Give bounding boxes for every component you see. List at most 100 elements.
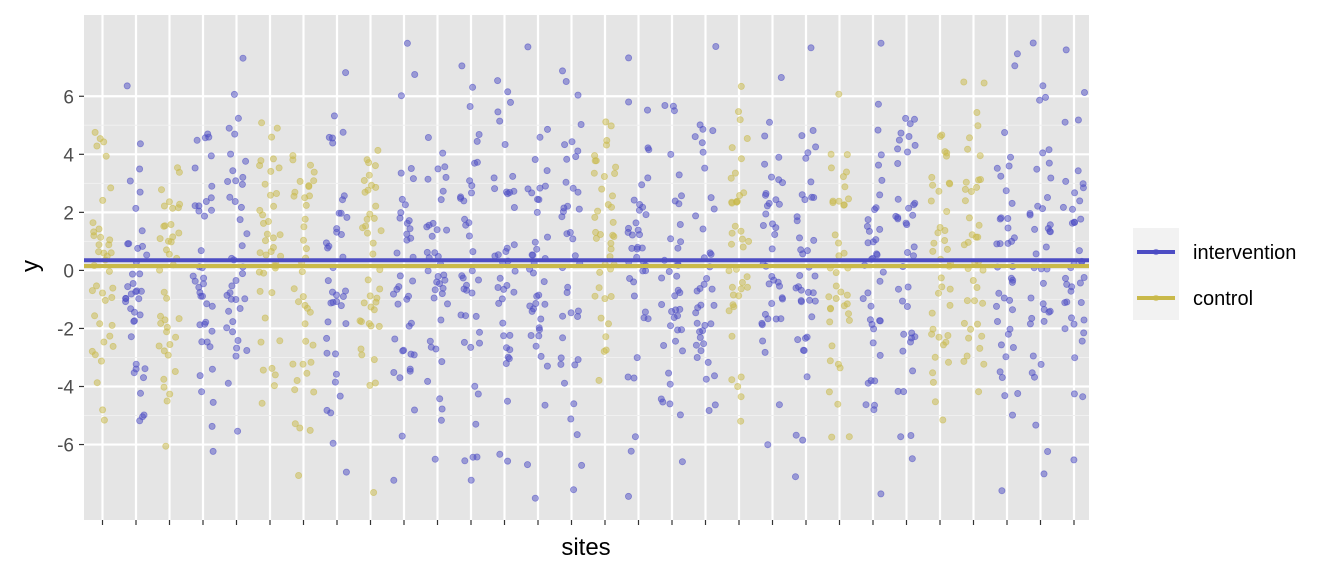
- data-point: [894, 145, 902, 153]
- data-point: [462, 281, 470, 289]
- data-point: [766, 118, 774, 126]
- data-point: [501, 140, 509, 148]
- data-point: [960, 357, 968, 365]
- data-point: [261, 180, 269, 188]
- data-point: [324, 277, 332, 285]
- data-point: [731, 222, 739, 230]
- data-point: [661, 102, 669, 110]
- data-point: [801, 196, 809, 204]
- data-point: [1081, 89, 1089, 97]
- data-point: [840, 201, 848, 209]
- data-point: [910, 252, 918, 260]
- data-point: [1046, 227, 1054, 235]
- data-point: [758, 319, 766, 327]
- data-point: [929, 247, 937, 255]
- data-point: [939, 416, 947, 424]
- data-point: [975, 388, 983, 396]
- data-point: [591, 213, 599, 221]
- data-point: [745, 237, 753, 245]
- data-point: [710, 301, 718, 309]
- data-point: [306, 161, 314, 169]
- data-point: [234, 427, 242, 435]
- data-point: [761, 310, 769, 318]
- data-point: [960, 78, 968, 86]
- data-point: [971, 297, 979, 305]
- data-point: [123, 82, 131, 90]
- legend-key-point: [1152, 294, 1160, 302]
- data-point: [935, 333, 943, 341]
- data-point: [1001, 128, 1009, 136]
- data-point: [239, 54, 247, 62]
- data-point: [871, 401, 879, 409]
- data-point: [1009, 276, 1017, 284]
- data-point: [1076, 279, 1084, 287]
- data-point: [99, 289, 107, 297]
- data-point: [876, 191, 884, 199]
- data-point: [100, 416, 108, 424]
- data-point: [229, 318, 237, 326]
- data-point: [759, 337, 767, 345]
- data-point: [100, 338, 108, 346]
- data-point: [1032, 421, 1040, 429]
- data-point: [727, 174, 735, 182]
- data-point: [698, 139, 706, 147]
- data-point: [743, 273, 751, 281]
- data-point: [536, 184, 544, 192]
- data-point: [203, 338, 211, 346]
- data-point: [494, 77, 502, 85]
- data-point: [537, 315, 545, 323]
- data-point: [208, 302, 216, 310]
- data-point: [803, 247, 811, 255]
- data-point: [803, 373, 811, 381]
- data-point: [574, 356, 582, 364]
- data-point: [1037, 360, 1045, 368]
- data-point: [931, 353, 939, 361]
- data-point: [903, 302, 911, 310]
- data-point: [294, 298, 302, 306]
- data-point: [808, 313, 816, 321]
- data-point: [164, 351, 172, 359]
- data-point: [371, 162, 379, 170]
- data-point: [1002, 187, 1010, 195]
- y-tick-label: -6: [57, 436, 74, 457]
- data-point: [458, 272, 466, 280]
- data-point: [431, 286, 439, 294]
- data-point: [544, 125, 552, 133]
- data-point: [439, 187, 447, 195]
- data-point: [704, 358, 712, 366]
- data-point: [976, 344, 984, 352]
- y-tick-label: 6: [63, 87, 74, 108]
- data-point: [603, 141, 611, 149]
- data-point: [465, 232, 473, 240]
- data-point: [699, 327, 707, 335]
- data-point: [132, 204, 140, 212]
- data-point: [573, 431, 581, 439]
- data-point: [370, 356, 378, 364]
- data-point: [1008, 199, 1016, 207]
- data-point: [1079, 393, 1087, 401]
- data-point: [97, 233, 105, 241]
- data-point: [769, 220, 777, 228]
- data-point: [708, 285, 716, 293]
- data-point: [460, 338, 468, 346]
- data-point: [243, 346, 251, 354]
- data-point: [667, 322, 675, 330]
- data-point: [764, 441, 772, 449]
- data-point: [197, 247, 205, 255]
- data-point: [800, 346, 808, 354]
- data-point: [1080, 316, 1088, 324]
- data-point: [163, 397, 171, 405]
- data-point: [107, 249, 115, 257]
- data-point: [1039, 205, 1047, 213]
- data-point: [997, 172, 1005, 180]
- data-point: [127, 333, 135, 341]
- data-point: [1070, 320, 1078, 328]
- data-point: [625, 54, 633, 62]
- data-point: [737, 227, 745, 235]
- data-point: [604, 201, 612, 209]
- data-point: [524, 43, 532, 51]
- data-point: [1077, 298, 1085, 306]
- data-point: [671, 197, 679, 205]
- data-point: [946, 301, 954, 309]
- data-point: [362, 222, 370, 230]
